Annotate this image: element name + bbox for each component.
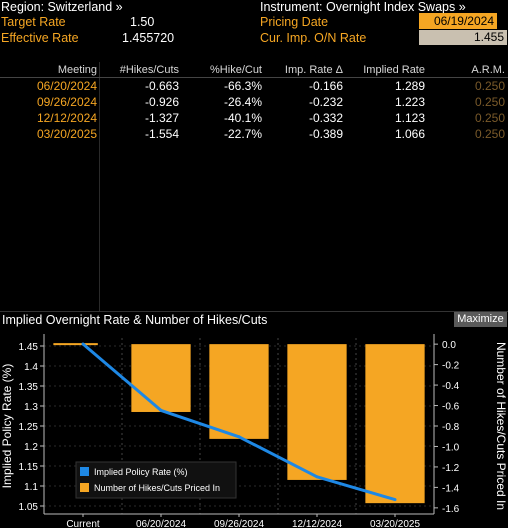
y-tick-label: 1.1 <box>24 482 38 493</box>
cell-delta: -0.332 <box>308 111 343 125</box>
cell-hikes: -1.327 <box>144 111 179 125</box>
pricing-date-label: Pricing Date <box>260 15 329 29</box>
legend-label-line: Implied Policy Rate (%) <box>94 467 188 477</box>
cell-hikes: -0.926 <box>144 95 179 109</box>
table-header-row: Meeting #Hikes/Cuts %Hike/Cut Imp. Rate … <box>0 62 508 78</box>
col-header-hikes[interactable]: #Hikes/Cuts <box>119 64 179 76</box>
col-header-pct[interactable]: %Hike/Cut <box>210 64 262 76</box>
y2-tick-label: -0.4 <box>442 381 460 392</box>
x-tick-label: 12/12/2024 <box>292 519 342 528</box>
meetings-table: Meeting #Hikes/Cuts %Hike/Cut Imp. Rate … <box>0 62 508 312</box>
x-tick-label: 06/20/2024 <box>136 519 186 528</box>
legend-box <box>75 461 237 499</box>
bar <box>131 344 191 412</box>
column-divider <box>99 62 100 312</box>
target-rate-value: 1.50 <box>130 15 155 29</box>
cell-implied-rate: 1.123 <box>394 111 425 125</box>
y-tick-label: 1.25 <box>19 422 39 433</box>
cell-meeting: 03/20/2025 <box>36 127 97 141</box>
instrument-selector[interactable]: Instrument: Overnight Index Swaps » <box>260 0 466 14</box>
cell-meeting: 06/20/2024 <box>36 79 97 93</box>
legend-swatch-line <box>80 467 89 476</box>
bar <box>365 344 425 504</box>
y-tick-label: 1.15 <box>19 462 39 473</box>
cell-pct: -22.7% <box>223 127 262 141</box>
effective-rate-value: 1.455720 <box>122 31 175 45</box>
col-header-arm[interactable]: A.R.M. <box>471 64 505 76</box>
pricing-date-input[interactable]: 06/19/2024 <box>419 13 497 29</box>
cur-imp-rate-value[interactable]: 1.455 <box>419 30 507 45</box>
maximize-button[interactable]: Maximize <box>454 312 507 327</box>
cell-delta: -0.166 <box>308 79 343 93</box>
region-selector[interactable]: Region: Switzerland » <box>1 0 123 14</box>
x-tick-label: Current <box>66 519 100 528</box>
bar <box>209 344 269 439</box>
line-point <box>393 498 397 502</box>
col-header-meeting[interactable]: Meeting <box>57 64 97 76</box>
y2-tick-label: -0.2 <box>442 361 460 372</box>
cell-implied-rate: 1.289 <box>394 79 425 93</box>
chart-svg: 1.45 1.4 1.35 1.3 1.25 1.2 1.15 1.1 1.05 0.0 -0.2 -… <box>0 334 508 528</box>
y2-tick-label: 0.0 <box>442 340 456 351</box>
cell-hikes: -1.554 <box>144 127 179 141</box>
cell-arm: 0.250 <box>474 111 505 125</box>
target-rate-label: Target Rate <box>1 15 66 29</box>
y-tick-label: 1.4 <box>24 362 38 373</box>
y-axis-title: Implied Policy Rate (%) <box>0 364 14 489</box>
y2-tick-label: -1.2 <box>442 463 460 474</box>
x-tick-label: 09/26/2024 <box>214 519 264 528</box>
y2-tick-label: -0.6 <box>442 402 460 413</box>
cell-implied-rate: 1.066 <box>394 127 425 141</box>
y-tick-label: 1.45 <box>19 342 39 353</box>
cell-implied-rate: 1.223 <box>394 95 425 109</box>
y-tick-label: 1.2 <box>24 442 38 453</box>
chart-title: Implied Overnight Rate & Number of Hikes… <box>2 313 268 327</box>
y-tick-label: 1.3 <box>24 402 38 413</box>
cell-delta: -0.389 <box>308 127 343 141</box>
line-point <box>237 435 241 439</box>
y2-axis-title: Number of Hikes/Cuts Priced In <box>494 342 508 510</box>
col-header-delta[interactable]: Imp. Rate Δ <box>284 64 343 76</box>
y-tick-label: 1.35 <box>19 382 39 393</box>
line-point <box>81 342 85 346</box>
header-panel: Region: Switzerland » Target Rate 1.50 E… <box>0 0 508 48</box>
y-tick-label: 1.05 <box>19 502 39 513</box>
cell-arm: 0.250 <box>474 95 505 109</box>
y2-tick-label: -1.0 <box>442 442 460 453</box>
table-row[interactable]: 09/26/2024 -0.926 -26.4% -0.232 1.223 0.… <box>0 94 508 110</box>
cell-pct: -66.3% <box>223 79 262 93</box>
effective-rate-label: Effective Rate <box>1 31 79 45</box>
legend-swatch-bar <box>80 483 89 492</box>
cur-imp-rate-label: Cur. Imp. O/N Rate <box>260 31 367 45</box>
cell-meeting: 09/26/2024 <box>36 95 97 109</box>
y2-tick-label: -1.4 <box>442 483 460 494</box>
cell-hikes: -0.663 <box>144 79 179 93</box>
line-point <box>159 408 163 412</box>
cell-arm: 0.250 <box>474 127 505 141</box>
y2-tick-label: -0.8 <box>442 422 460 433</box>
cell-delta: -0.232 <box>308 95 343 109</box>
table-row[interactable]: 12/12/2024 -1.327 -40.1% -0.332 1.123 0.… <box>0 110 508 126</box>
table-row[interactable]: 06/20/2024 -0.663 -66.3% -0.166 1.289 0.… <box>0 78 508 94</box>
y2-tick-label: -1.6 <box>442 504 460 515</box>
cell-meeting: 12/12/2024 <box>36 111 97 125</box>
bar <box>287 344 347 480</box>
chart-panel: Implied Overnight Rate & Number of Hikes… <box>0 311 508 528</box>
line-point <box>315 475 319 479</box>
cell-pct: -40.1% <box>223 111 262 125</box>
cell-arm: 0.250 <box>474 79 505 93</box>
legend-label-bar: Number of Hikes/Cuts Priced In <box>94 483 220 493</box>
col-header-implied-rate[interactable]: Implied Rate <box>363 64 425 76</box>
cell-pct: -26.4% <box>223 95 262 109</box>
table-row[interactable]: 03/20/2025 -1.554 -22.7% -0.389 1.066 0.… <box>0 126 508 142</box>
x-tick-label: 03/20/2025 <box>370 519 420 528</box>
